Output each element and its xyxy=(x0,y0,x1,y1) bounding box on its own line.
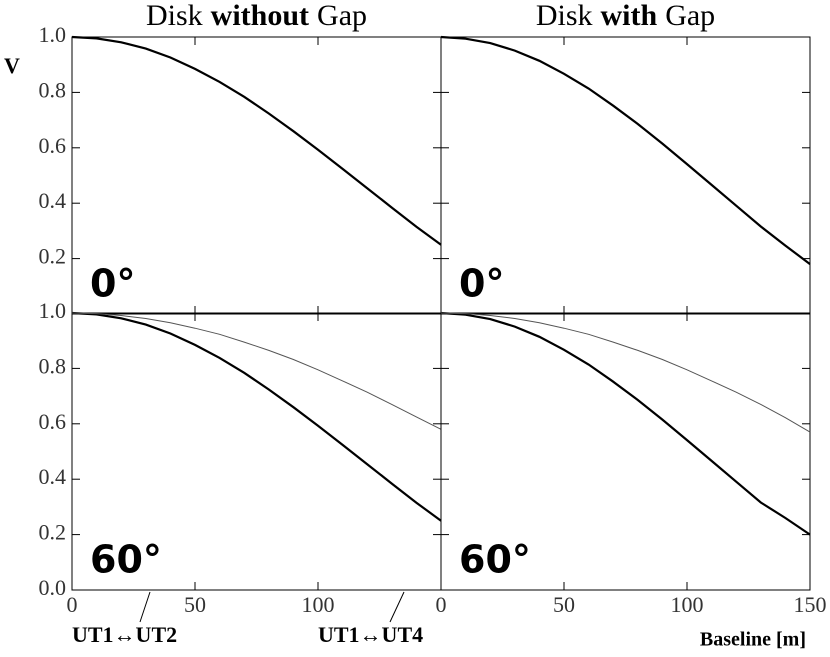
panel-label: 60° xyxy=(90,538,162,582)
title-part: with xyxy=(601,0,658,32)
y-tick-label: 1.0 xyxy=(39,298,67,323)
title-part: Gap xyxy=(317,0,367,32)
y-tick-label: 0.6 xyxy=(39,409,67,434)
annotation: UT1↔UT2 xyxy=(72,622,177,647)
y-tick-label: 0.2 xyxy=(39,520,67,545)
y-axis-label: V xyxy=(4,53,20,78)
x-axis-label: Baseline [m] xyxy=(700,629,806,651)
title-part: without xyxy=(211,0,309,32)
y-tick-label: 0.2 xyxy=(39,244,67,269)
line-series xyxy=(71,35,442,246)
title-part: Disk xyxy=(146,0,203,32)
x-tick-label: 0 xyxy=(67,592,78,617)
title-part: Gap xyxy=(665,0,715,32)
chart-title: Disk without Gap xyxy=(146,0,367,32)
annotation-pointer xyxy=(389,591,405,623)
line-series xyxy=(440,312,811,433)
y-tick-label: 0.0 xyxy=(39,575,67,600)
plot-frame xyxy=(440,36,811,315)
y-tick-label: 0.8 xyxy=(39,77,67,102)
x-tick-label: 100 xyxy=(671,592,704,617)
y-tick-label: 0.4 xyxy=(39,464,67,489)
x-tick-label: 50 xyxy=(553,592,575,617)
panel-label: 0° xyxy=(90,262,135,306)
y-tick-label: 0.4 xyxy=(39,188,67,213)
x-tick-label: 150 xyxy=(794,592,827,617)
line-series xyxy=(71,312,442,430)
title-part: Disk xyxy=(536,0,593,32)
panel-label: 60° xyxy=(459,538,531,582)
y-tick-label: 0.8 xyxy=(39,353,67,378)
line-series xyxy=(71,311,442,522)
line-series xyxy=(440,311,811,536)
x-tick-label: 100 xyxy=(302,592,335,617)
x-tick-label: 0 xyxy=(436,592,447,617)
plot-frame xyxy=(440,312,811,591)
y-tick-label: 0.6 xyxy=(39,133,67,158)
annotation-pointer xyxy=(139,591,151,623)
x-tick-label: 50 xyxy=(184,592,206,617)
panel-label: 0° xyxy=(459,262,504,306)
annotation: UT1↔UT4 xyxy=(318,622,423,647)
chart-title: Disk with Gap xyxy=(536,0,715,32)
y-tick-label: 1.0 xyxy=(39,22,67,47)
line-series xyxy=(440,35,811,265)
